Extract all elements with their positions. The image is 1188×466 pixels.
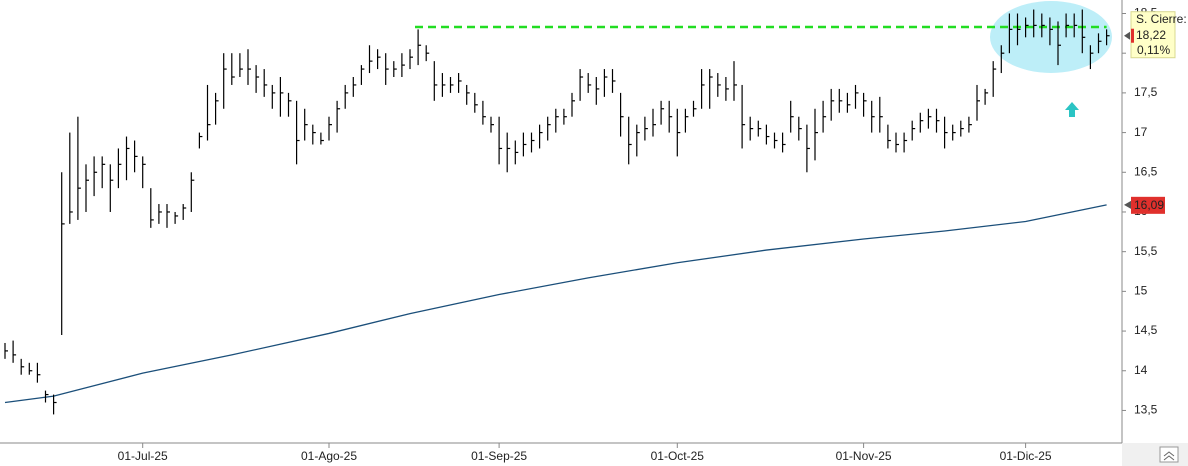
x-tick-label: 01-Sep-25 — [471, 449, 527, 463]
moving-average — [4, 204, 1107, 404]
ma-value-box — [1131, 196, 1165, 214]
x-tick-label: 01-Ago-25 — [301, 449, 357, 463]
x-tick-label: 01-Dic-25 — [1000, 449, 1052, 463]
ma-value-pointer — [1124, 200, 1131, 209]
ma-value-label: 16,09 — [1134, 198, 1164, 212]
scroll-button[interactable] — [1159, 446, 1179, 463]
y-tick-label: 17,5 — [1134, 85, 1158, 99]
last-close-change: 0,11% — [1137, 43, 1170, 57]
highlight-ellipse — [990, 1, 1112, 73]
last-close-title: S. Cierre: — [1136, 12, 1187, 26]
last-close-marker — [1131, 28, 1134, 43]
x-tick-label: 01-Oct-25 — [651, 449, 705, 463]
y-tick-label: 13,5 — [1134, 403, 1158, 417]
y-tick-label: 17 — [1134, 125, 1148, 139]
x-tick-label: 01-Jul-25 — [118, 449, 168, 463]
last-close-box — [1130, 11, 1176, 59]
y-tick-label: 14 — [1134, 363, 1148, 377]
scroll-icon — [1163, 451, 1175, 461]
last-close-pointer — [1124, 31, 1130, 40]
y-tick-label: 15,5 — [1134, 244, 1158, 258]
y-tick-label: 16,5 — [1134, 164, 1158, 178]
up-arrow — [1065, 102, 1079, 117]
x-tick-label: 01-Nov-25 — [836, 449, 892, 463]
last-close-value: 18,22 — [1136, 28, 1166, 42]
y-tick-label: 14,5 — [1134, 323, 1158, 337]
y-tick-label: 15 — [1134, 284, 1148, 298]
